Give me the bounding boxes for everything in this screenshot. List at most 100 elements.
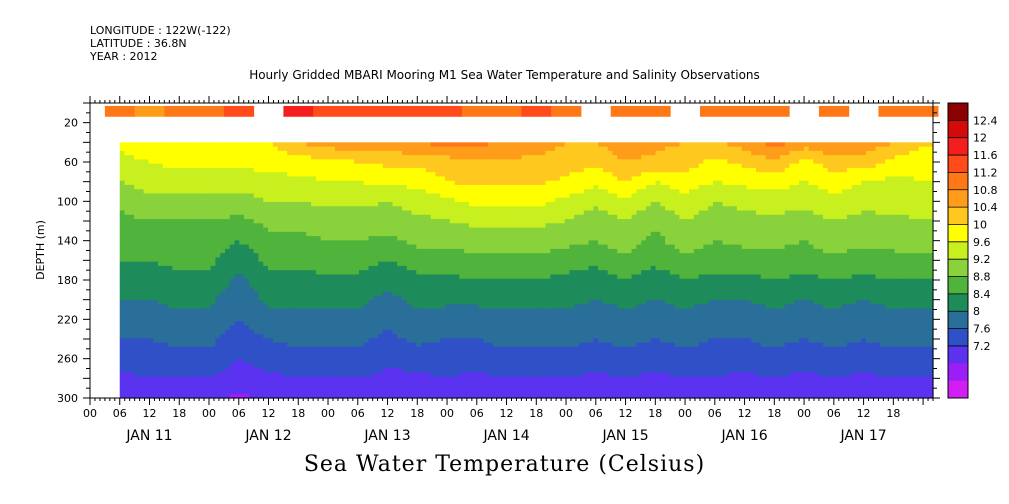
heatmap-cell <box>421 193 427 199</box>
heatmap-cell <box>234 342 240 348</box>
heatmap-cell <box>205 385 212 391</box>
heatmap-cell <box>225 270 231 276</box>
heatmap-cell <box>473 189 480 195</box>
heatmap-cell <box>311 172 317 178</box>
heatmap-cell <box>402 248 408 254</box>
heatmap-cell <box>129 338 135 344</box>
heatmap-cell <box>430 146 437 152</box>
heatmap-cell <box>339 338 346 344</box>
heatmap-cell <box>301 193 307 199</box>
heatmap-cell <box>440 265 446 271</box>
heatmap-cell <box>411 184 417 190</box>
heatmap-cell <box>339 240 346 246</box>
heatmap-cell <box>162 261 169 267</box>
heatmap-cell <box>177 368 183 374</box>
heatmap-cell <box>129 236 135 241</box>
heatmap-cell <box>186 270 193 276</box>
heatmap-cell <box>363 368 370 374</box>
heatmap-cell <box>483 167 489 173</box>
heatmap-cell <box>397 163 403 169</box>
heatmap-cell <box>358 163 365 169</box>
heatmap-cell <box>363 287 370 293</box>
heatmap-cell <box>392 261 398 267</box>
heatmap-cell <box>153 206 159 212</box>
heatmap-cell <box>239 261 245 267</box>
heatmap-cell <box>416 150 422 156</box>
heatmap-cell <box>148 291 154 297</box>
heatmap-cell <box>473 355 480 361</box>
heatmap-cell <box>373 240 379 246</box>
heatmap-cell <box>349 304 355 310</box>
heatmap-cell <box>330 368 336 374</box>
heatmap-cell <box>229 219 236 224</box>
heatmap-cell <box>291 265 298 271</box>
heatmap-cell <box>186 167 193 173</box>
heatmap-cell <box>397 372 403 378</box>
heatmap-cell <box>301 180 307 186</box>
heatmap-cell <box>320 231 327 237</box>
heatmap-cell <box>354 299 360 305</box>
heatmap-cell <box>167 176 173 182</box>
heatmap-cell <box>268 142 274 148</box>
heatmap-cell <box>239 265 245 271</box>
heatmap-cell <box>220 248 226 254</box>
heatmap-cell <box>215 308 221 314</box>
heatmap-cell <box>143 376 150 382</box>
heatmap-cell <box>330 219 336 224</box>
heatmap-cell <box>268 321 274 327</box>
heatmap-cell <box>449 355 456 361</box>
heatmap-cell <box>291 253 298 258</box>
heatmap-cell <box>507 176 513 182</box>
heatmap-cell <box>512 393 518 399</box>
heatmap-cell <box>425 142 432 148</box>
heatmap-cell <box>425 363 432 369</box>
heatmap-cell <box>248 342 255 348</box>
heatmap-cell <box>387 159 394 165</box>
heatmap-cell <box>512 359 518 365</box>
heatmap-cell <box>210 201 217 207</box>
heatmap-cell <box>134 334 140 339</box>
heatmap-cell <box>387 176 394 182</box>
heatmap-cell <box>215 155 221 160</box>
heatmap-cell <box>406 223 413 229</box>
heatmap-cell <box>181 227 188 233</box>
heatmap-cell <box>378 317 384 322</box>
heatmap-cell <box>186 291 193 297</box>
heatmap-cell <box>134 346 140 352</box>
heatmap-cell <box>435 193 441 199</box>
heatmap-cell <box>368 184 374 190</box>
heatmap-cell <box>239 372 245 378</box>
heatmap-cell <box>311 274 317 280</box>
heatmap-cell <box>449 338 456 344</box>
heatmap-cell <box>234 189 240 195</box>
heatmap-cell <box>215 265 221 271</box>
heatmap-cell <box>205 368 212 374</box>
heatmap-cell <box>387 193 394 199</box>
heatmap-cell <box>497 274 504 280</box>
heatmap-cell <box>445 351 451 356</box>
heatmap-cell <box>148 282 154 288</box>
heatmap-cell <box>282 261 288 267</box>
heatmap-cell <box>445 317 451 322</box>
heatmap-cell <box>402 227 408 233</box>
heatmap-cell <box>440 376 446 382</box>
heatmap-cell <box>445 380 451 386</box>
heatmap-cell <box>143 380 150 386</box>
heatmap-cell <box>339 219 346 224</box>
heatmap-cell <box>421 312 427 318</box>
heatmap-cell <box>215 355 221 361</box>
heatmap-cell <box>277 223 283 229</box>
heatmap-cell <box>392 359 398 365</box>
heatmap-cell <box>220 359 226 365</box>
heatmap-cell <box>435 159 441 165</box>
heatmap-cell <box>248 299 255 305</box>
heatmap-cell <box>181 206 188 212</box>
heatmap-cell <box>301 274 307 280</box>
heatmap-cell <box>258 308 264 314</box>
heatmap-cell <box>191 355 197 361</box>
heatmap-cell <box>354 385 360 391</box>
heatmap-cell <box>253 159 260 165</box>
heatmap-cell <box>468 193 475 199</box>
heatmap-cell <box>411 342 417 348</box>
heatmap-cell <box>373 295 379 301</box>
